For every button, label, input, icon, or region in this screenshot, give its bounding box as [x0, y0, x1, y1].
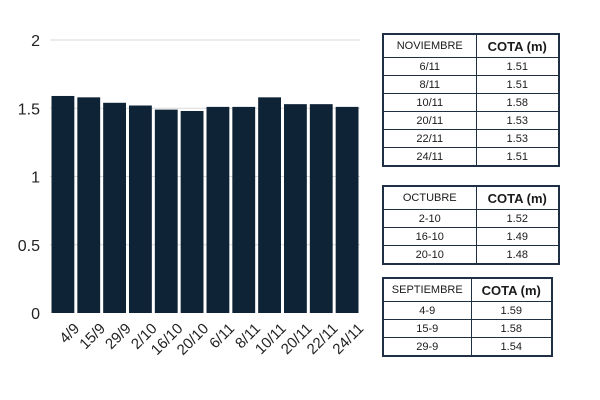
cota-cell: 1.54 [471, 338, 552, 357]
bar [310, 104, 333, 313]
table-row: 22/11 1.53 [383, 130, 559, 148]
x-tick-label: 6/11 [206, 320, 238, 352]
x-tick-label: 29/9 [102, 320, 135, 353]
cota-cell: 1.53 [476, 112, 559, 130]
date-cell: 2-10 [383, 210, 476, 228]
header-cota: COTA (m) [476, 34, 559, 58]
bar [103, 103, 126, 313]
y-tick-label: 1 [31, 170, 40, 187]
cota-cell: 1.49 [476, 228, 559, 246]
table-row: 6/11 1.51 [383, 58, 559, 76]
date-cell: 10/11 [383, 94, 476, 112]
x-axis-ticks: 4/915/929/92/1016/1020/106/118/1110/1120… [56, 320, 367, 359]
cota-cell: 1.53 [476, 130, 559, 148]
y-tick-label: 1.5 [18, 101, 40, 118]
cota-cell: 1.48 [476, 246, 559, 265]
header-month: SEPTIEMBRE [383, 278, 471, 302]
y-tick-label: 0 [31, 306, 40, 323]
date-cell: 20/11 [383, 112, 476, 130]
x-tick-label: 24/11 [329, 320, 367, 358]
y-tick-label: 2 [31, 33, 40, 50]
table-row: 15-9 1.58 [383, 320, 552, 338]
date-cell: 16-10 [383, 228, 476, 246]
date-cell: 4-9 [383, 302, 471, 320]
cota-cell: 1.51 [476, 76, 559, 94]
header-cota: COTA (m) [476, 186, 559, 210]
bar [258, 97, 281, 313]
header-month: NOVIEMBRE [383, 34, 476, 58]
table-row: 8/11 1.51 [383, 76, 559, 94]
table-row: 20-10 1.48 [383, 246, 559, 265]
bar [77, 97, 100, 313]
date-cell: 20-10 [383, 246, 476, 265]
table-row: 20/11 1.53 [383, 112, 559, 130]
bar [181, 111, 204, 313]
cota-cell: 1.51 [476, 58, 559, 76]
y-tick-label: 0.5 [18, 238, 40, 255]
bar-chart: 0 0.5 1 1.5 2 4/915/929/92/1016/1020/106/118… [0, 0, 375, 400]
table-row: 4-9 1.59 [383, 302, 552, 320]
table-octubre: OCTUBRE COTA (m) 2-10 1.52 16-10 1.49 20-1… [382, 185, 560, 265]
table-row: 2-10 1.52 [383, 210, 559, 228]
date-cell: 24/11 [383, 148, 476, 167]
bar [336, 107, 359, 313]
table-row: 16-10 1.49 [383, 228, 559, 246]
bar [207, 107, 230, 313]
table-row: 24/11 1.51 [383, 148, 559, 167]
table-septiembre: SEPTIEMBRE COTA (m) 4-9 1.59 15-9 1.58 29-… [382, 277, 553, 357]
table-row: 29-9 1.54 [383, 338, 552, 357]
date-cell: 29-9 [383, 338, 471, 357]
cota-cell: 1.58 [476, 94, 559, 112]
date-cell: 15-9 [383, 320, 471, 338]
table-noviembre: NOVIEMBRE COTA (m) 6/11 1.51 8/11 1.51 10/… [382, 33, 560, 167]
date-cell: 22/11 [383, 130, 476, 148]
header-month: OCTUBRE [383, 186, 476, 210]
cota-cell: 1.51 [476, 148, 559, 167]
cota-cell: 1.52 [476, 210, 559, 228]
bars [52, 96, 359, 313]
header-cota: COTA (m) [471, 278, 552, 302]
bar [232, 107, 255, 313]
x-tick-label: 15/9 [76, 320, 109, 353]
date-cell: 8/11 [383, 76, 476, 94]
table-row: 10/11 1.58 [383, 94, 559, 112]
y-axis-ticks: 0 0.5 1 1.5 2 [18, 33, 40, 323]
bar [155, 110, 178, 313]
bar [52, 96, 75, 313]
date-cell: 6/11 [383, 58, 476, 76]
cota-cell: 1.58 [471, 320, 552, 338]
bar [284, 104, 307, 313]
cota-cell: 1.59 [471, 302, 552, 320]
bar [129, 106, 152, 313]
